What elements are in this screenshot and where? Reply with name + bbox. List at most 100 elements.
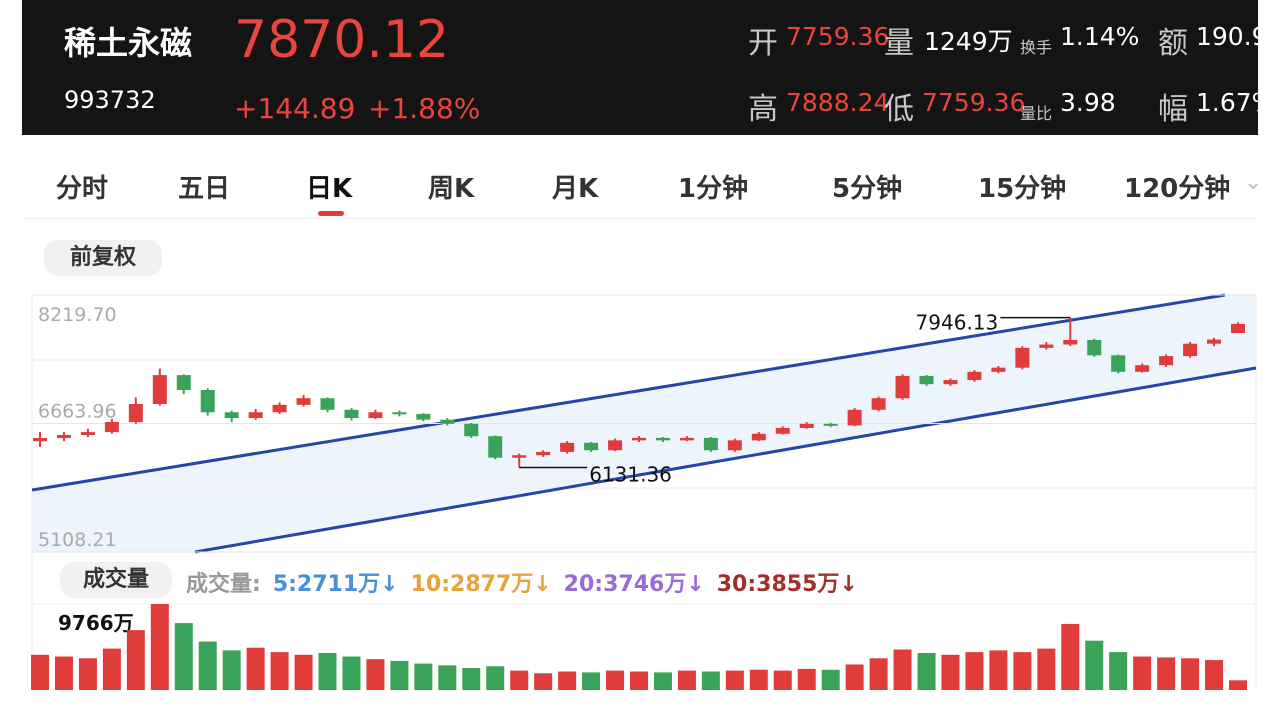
volume-bar (366, 659, 385, 690)
stat-value: 190.9 (1196, 22, 1258, 51)
volume-bar (893, 649, 912, 690)
volume-bar (222, 650, 241, 690)
candle-body (1159, 356, 1174, 366)
candle-body (967, 371, 982, 381)
candle-body (1207, 339, 1222, 344)
candle-body (608, 440, 623, 451)
stat-label: 开 (748, 26, 778, 61)
stat-label: 量比 (1020, 104, 1053, 123)
candle-body (919, 375, 934, 385)
candle-body (1039, 344, 1054, 348)
candle-body (1063, 339, 1078, 345)
volume-legend: 成交量: 5:2711万↓ 10:2877万↓ 20:3746万↓ 30:3855万↓ (186, 566, 870, 598)
volume-bar (1013, 652, 1032, 690)
tab[interactable]: 15分钟 (978, 174, 1067, 204)
chevron[interactable]: ⌄ (1244, 170, 1263, 195)
candle-body (943, 380, 958, 385)
candle-body (799, 423, 814, 428)
legend-entry: 20:3746万↓ (563, 572, 705, 597)
channel-fill (32, 295, 1256, 552)
candle-body (560, 442, 575, 452)
candle-body (1231, 323, 1245, 334)
volume-bar (630, 671, 648, 690)
legend-entry: 30:3855万↓ (716, 572, 858, 597)
volume-bar (797, 668, 816, 690)
stat-value: 7759.36 (786, 22, 890, 51)
adjust-button[interactable]: 前复权 (44, 240, 162, 276)
stat-value: 1.14% (1060, 22, 1140, 51)
stat-label: 额 (1158, 26, 1188, 61)
candle-body (104, 422, 119, 433)
volume-bar (558, 671, 577, 690)
volume-bar (989, 650, 1008, 690)
candle-body (344, 409, 359, 419)
candle-body (296, 398, 311, 405)
tab[interactable]: 分时 (56, 174, 109, 204)
tab[interactable]: 5分钟 (832, 174, 903, 204)
volume-bar (438, 665, 457, 690)
tab[interactable]: 1分钟 (678, 174, 749, 204)
candle-body (895, 375, 910, 399)
volume-bar (318, 653, 337, 690)
volume-button[interactable]: 成交量 (60, 562, 172, 598)
volume-bar (917, 653, 936, 690)
candle-body (1087, 339, 1102, 356)
candle-body (416, 413, 431, 420)
y-tick-label: 8219.70 (38, 304, 117, 326)
candle-body (991, 367, 1006, 372)
candle-body (655, 437, 670, 441)
candle-body (775, 427, 790, 434)
volume-bar (31, 654, 49, 690)
stock-code: 993732 (64, 86, 156, 114)
stat-value: 7888.24 (786, 88, 890, 117)
legend-entry: 成交量: (186, 572, 261, 597)
volume-bar (1109, 652, 1128, 690)
tab[interactable]: 120分钟 (1124, 174, 1231, 204)
candle-body (1015, 347, 1030, 368)
candle-body (1183, 343, 1198, 357)
candle-body (224, 412, 239, 419)
volume-bar (126, 630, 145, 690)
candle-body (248, 412, 263, 419)
candle-body (727, 440, 742, 451)
tab-active[interactable]: 日K (306, 174, 353, 204)
candle-body (703, 437, 718, 451)
tab[interactable]: 五日 (178, 174, 231, 204)
stat-value: 3.98 (1060, 88, 1116, 117)
candle-body (512, 455, 527, 458)
tab[interactable]: 月K (552, 174, 599, 204)
volume-bar (390, 660, 409, 690)
volume-bar (414, 663, 433, 690)
candle-body (488, 436, 503, 458)
tab[interactable]: 周K (428, 174, 475, 204)
candle-body (536, 451, 551, 456)
volume-bar (749, 669, 768, 690)
change: +144.89 (234, 92, 356, 125)
volume-bar (1229, 680, 1247, 690)
volume-bar (270, 652, 289, 690)
volume-bar (1061, 623, 1080, 690)
quote-header: 稀土永磁 7870.12 993732 +144.89 +1.88% 开 775… (22, 0, 1258, 135)
volume-bar (725, 670, 744, 690)
volume-bar (174, 623, 193, 690)
candle-body (1111, 355, 1126, 372)
candle-body (128, 404, 143, 423)
volume-bar (606, 670, 625, 690)
legend-entry: 5:2711万↓ (272, 572, 399, 597)
candle-body (200, 389, 215, 413)
stat-label: 高 (748, 92, 778, 127)
candle-body (56, 434, 71, 439)
candle-body (176, 375, 191, 390)
candle-body (584, 442, 599, 451)
volume-bar (486, 666, 505, 690)
volume-bar (246, 647, 265, 690)
volume-bar (78, 658, 97, 690)
volume-bar (677, 670, 696, 690)
volume-bar (869, 658, 888, 690)
divider (22, 218, 1258, 219)
y-tick-label: 0 (58, 665, 72, 689)
volume-bar (198, 641, 217, 690)
volume-bar (150, 604, 169, 690)
stat-label: 换手 (1020, 38, 1053, 57)
